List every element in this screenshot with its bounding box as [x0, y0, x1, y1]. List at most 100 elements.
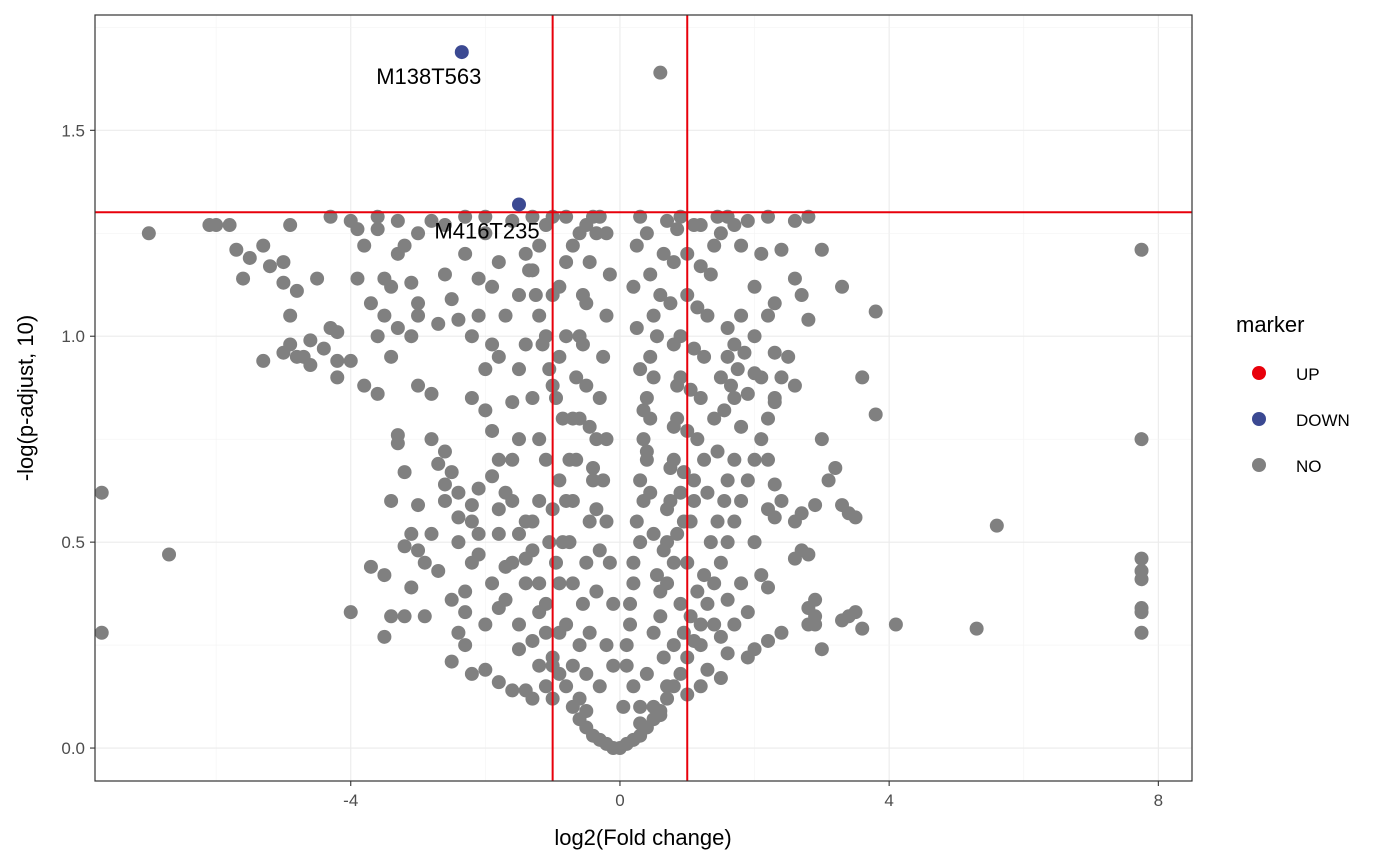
data-point-no [633, 716, 648, 731]
data-point-no [384, 609, 399, 624]
data-point-no [673, 485, 688, 500]
data-point-no [774, 493, 789, 508]
data-point-no [676, 465, 691, 480]
data-point-no [747, 452, 762, 467]
data-point-no [821, 473, 836, 488]
data-point-no [761, 633, 776, 648]
data-point-no [639, 226, 654, 241]
x-tick-label: 8 [1154, 791, 1163, 810]
data-point-no [646, 370, 661, 385]
data-point-no [579, 555, 594, 570]
data-point-no [646, 625, 661, 640]
data-point-no [330, 370, 345, 385]
data-point-no [707, 617, 722, 632]
data-point-no [565, 658, 580, 673]
data-point-no [498, 559, 513, 574]
data-point-no [626, 279, 641, 294]
data-point-no [162, 547, 177, 562]
highlighted-points: M138T563 M416T235 [376, 45, 540, 243]
data-point-no [673, 596, 688, 611]
data-point-no [599, 638, 614, 653]
data-point-no [586, 461, 601, 476]
data-point-no [767, 345, 782, 360]
data-point-no [808, 617, 823, 632]
data-point-no [458, 638, 473, 653]
data-point-no [370, 222, 385, 237]
data-point-no [626, 576, 641, 591]
data-point-no [713, 629, 728, 644]
data-point-no [727, 514, 742, 529]
data-point-no [629, 320, 644, 335]
data-point-no [690, 432, 705, 447]
data-point-no [518, 551, 533, 566]
data-point-no [289, 283, 304, 298]
data-point-no [94, 485, 109, 500]
data-point-no [505, 683, 520, 698]
data-point-no [697, 349, 712, 364]
data-point-no [464, 329, 479, 344]
y-tick-label: 1.5 [61, 121, 85, 140]
data-point-no [491, 349, 506, 364]
legend-key-up [1252, 366, 1266, 380]
data-point-no [676, 625, 691, 640]
data-point-no [505, 213, 520, 228]
data-point-no [431, 456, 446, 471]
data-point-no [535, 337, 550, 352]
data-point-no [357, 238, 372, 253]
data-point-no [555, 411, 570, 426]
data-point-no [511, 288, 526, 303]
data-point-no [693, 617, 708, 632]
data-point-no [431, 563, 446, 578]
data-point-no [653, 65, 668, 80]
data-point-no [670, 526, 685, 541]
data-point-no [444, 465, 459, 480]
data-point-no [511, 432, 526, 447]
data-point-no [646, 699, 661, 714]
data-point-no [478, 403, 493, 418]
data-point-no [734, 576, 749, 591]
data-point-no [411, 226, 426, 241]
data-point-no [471, 271, 486, 286]
data-point-no [596, 349, 611, 364]
data-point-no [1134, 605, 1149, 620]
data-point-no [491, 502, 506, 517]
data-point-no [377, 308, 392, 323]
data-point-no [626, 555, 641, 570]
data-point-no [589, 226, 604, 241]
data-point-no [730, 362, 745, 377]
data-point-no [505, 452, 520, 467]
data-point-no [283, 218, 298, 233]
data-point-no [316, 341, 331, 356]
data-point-no [727, 617, 742, 632]
data-point-no [451, 312, 466, 327]
data-point-no [787, 213, 802, 228]
data-point-no [697, 452, 712, 467]
data-point-no [740, 605, 755, 620]
legend-key-no [1252, 458, 1266, 472]
data-point-no [437, 493, 452, 508]
data-point-no [384, 279, 399, 294]
data-point-no [478, 617, 493, 632]
legend: marker UP DOWN NO [1236, 312, 1350, 476]
data-point-no [767, 296, 782, 311]
data-point-no [633, 362, 648, 377]
data-point-no [623, 617, 638, 632]
data-point-no [579, 378, 594, 393]
data-point-no [538, 596, 553, 611]
data-point-no [616, 699, 631, 714]
data-point-no [589, 502, 604, 517]
data-point-no [673, 209, 688, 224]
legend-label-down: DOWN [1296, 411, 1350, 430]
data-point-no [720, 320, 735, 335]
data-point-no [1134, 572, 1149, 587]
data-point-no [814, 432, 829, 447]
data-point-no [740, 213, 755, 228]
data-point-no [451, 510, 466, 525]
data-point-no [424, 526, 439, 541]
data-point-no [350, 271, 365, 286]
data-point-no [491, 526, 506, 541]
data-point-no [579, 666, 594, 681]
data-point-no [478, 209, 493, 224]
data-point-no [444, 654, 459, 669]
point-annotation: M138T563 [376, 64, 481, 89]
